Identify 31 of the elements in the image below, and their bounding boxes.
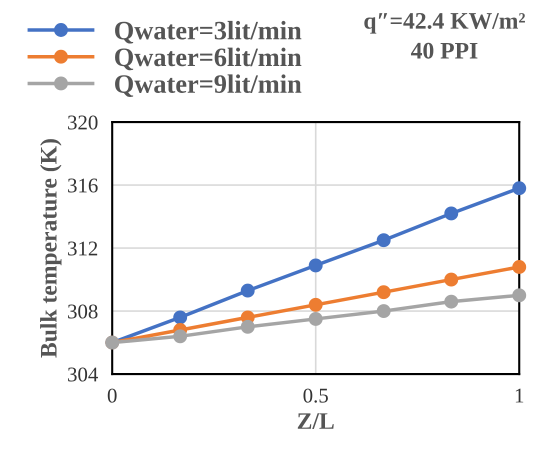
point xyxy=(444,272,458,287)
point xyxy=(308,258,323,272)
legend-label: Qwater=9lit/min xyxy=(115,74,302,97)
point xyxy=(512,181,526,196)
point xyxy=(173,310,188,324)
y-tick-label: 312 xyxy=(68,242,98,256)
y-tick-label: 304 xyxy=(68,367,98,382)
legend-label: Qwater=6lit/min xyxy=(115,48,302,70)
point xyxy=(240,284,255,298)
y-tick-label: 316 xyxy=(68,178,98,193)
text: 40 PPI xyxy=(410,42,478,59)
text: q″=42.4 KW/m² xyxy=(364,12,525,34)
y-axis-title: Bulk temperature (K) xyxy=(40,139,62,358)
x-tick-label: 0.5 xyxy=(303,388,328,403)
point xyxy=(240,320,255,334)
y-tick-label: 308 xyxy=(68,304,98,319)
point xyxy=(512,260,526,274)
y-tick-label: 320 xyxy=(68,115,98,130)
point xyxy=(376,233,391,248)
point xyxy=(308,312,323,326)
point xyxy=(173,329,188,344)
point xyxy=(444,206,458,220)
x-axis-title: Z/L xyxy=(298,413,334,430)
point xyxy=(444,294,458,309)
point xyxy=(376,285,391,300)
point xyxy=(376,304,391,318)
x-tick-label: 0 xyxy=(108,388,117,403)
point xyxy=(308,298,323,312)
x-tick-label: 1 xyxy=(516,388,524,402)
point xyxy=(512,288,526,302)
legend-label: Qwater=3lit/min xyxy=(115,20,302,44)
